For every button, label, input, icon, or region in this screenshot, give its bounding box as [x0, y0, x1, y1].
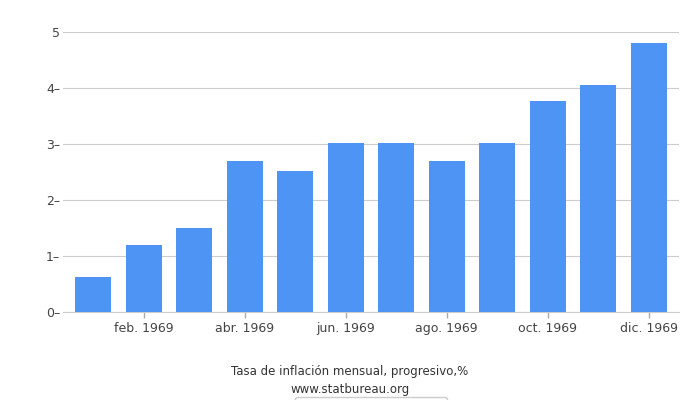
Bar: [378, 144, 414, 312]
Text: Tasa de inflación mensual, progresivo,%: Tasa de inflación mensual, progresivo,%: [232, 366, 468, 378]
Bar: [328, 144, 364, 312]
Bar: [277, 171, 314, 312]
Bar: [428, 161, 465, 312]
Bar: [227, 161, 263, 312]
Bar: [631, 43, 667, 312]
Bar: [125, 245, 162, 312]
Bar: [580, 85, 617, 312]
Bar: [479, 144, 515, 312]
Text: www.statbureau.org: www.statbureau.org: [290, 384, 410, 396]
Legend: Reino Unido, 1969: Reino Unido, 1969: [295, 397, 447, 400]
Bar: [176, 228, 213, 312]
Bar: [529, 102, 566, 312]
Bar: [75, 277, 111, 312]
